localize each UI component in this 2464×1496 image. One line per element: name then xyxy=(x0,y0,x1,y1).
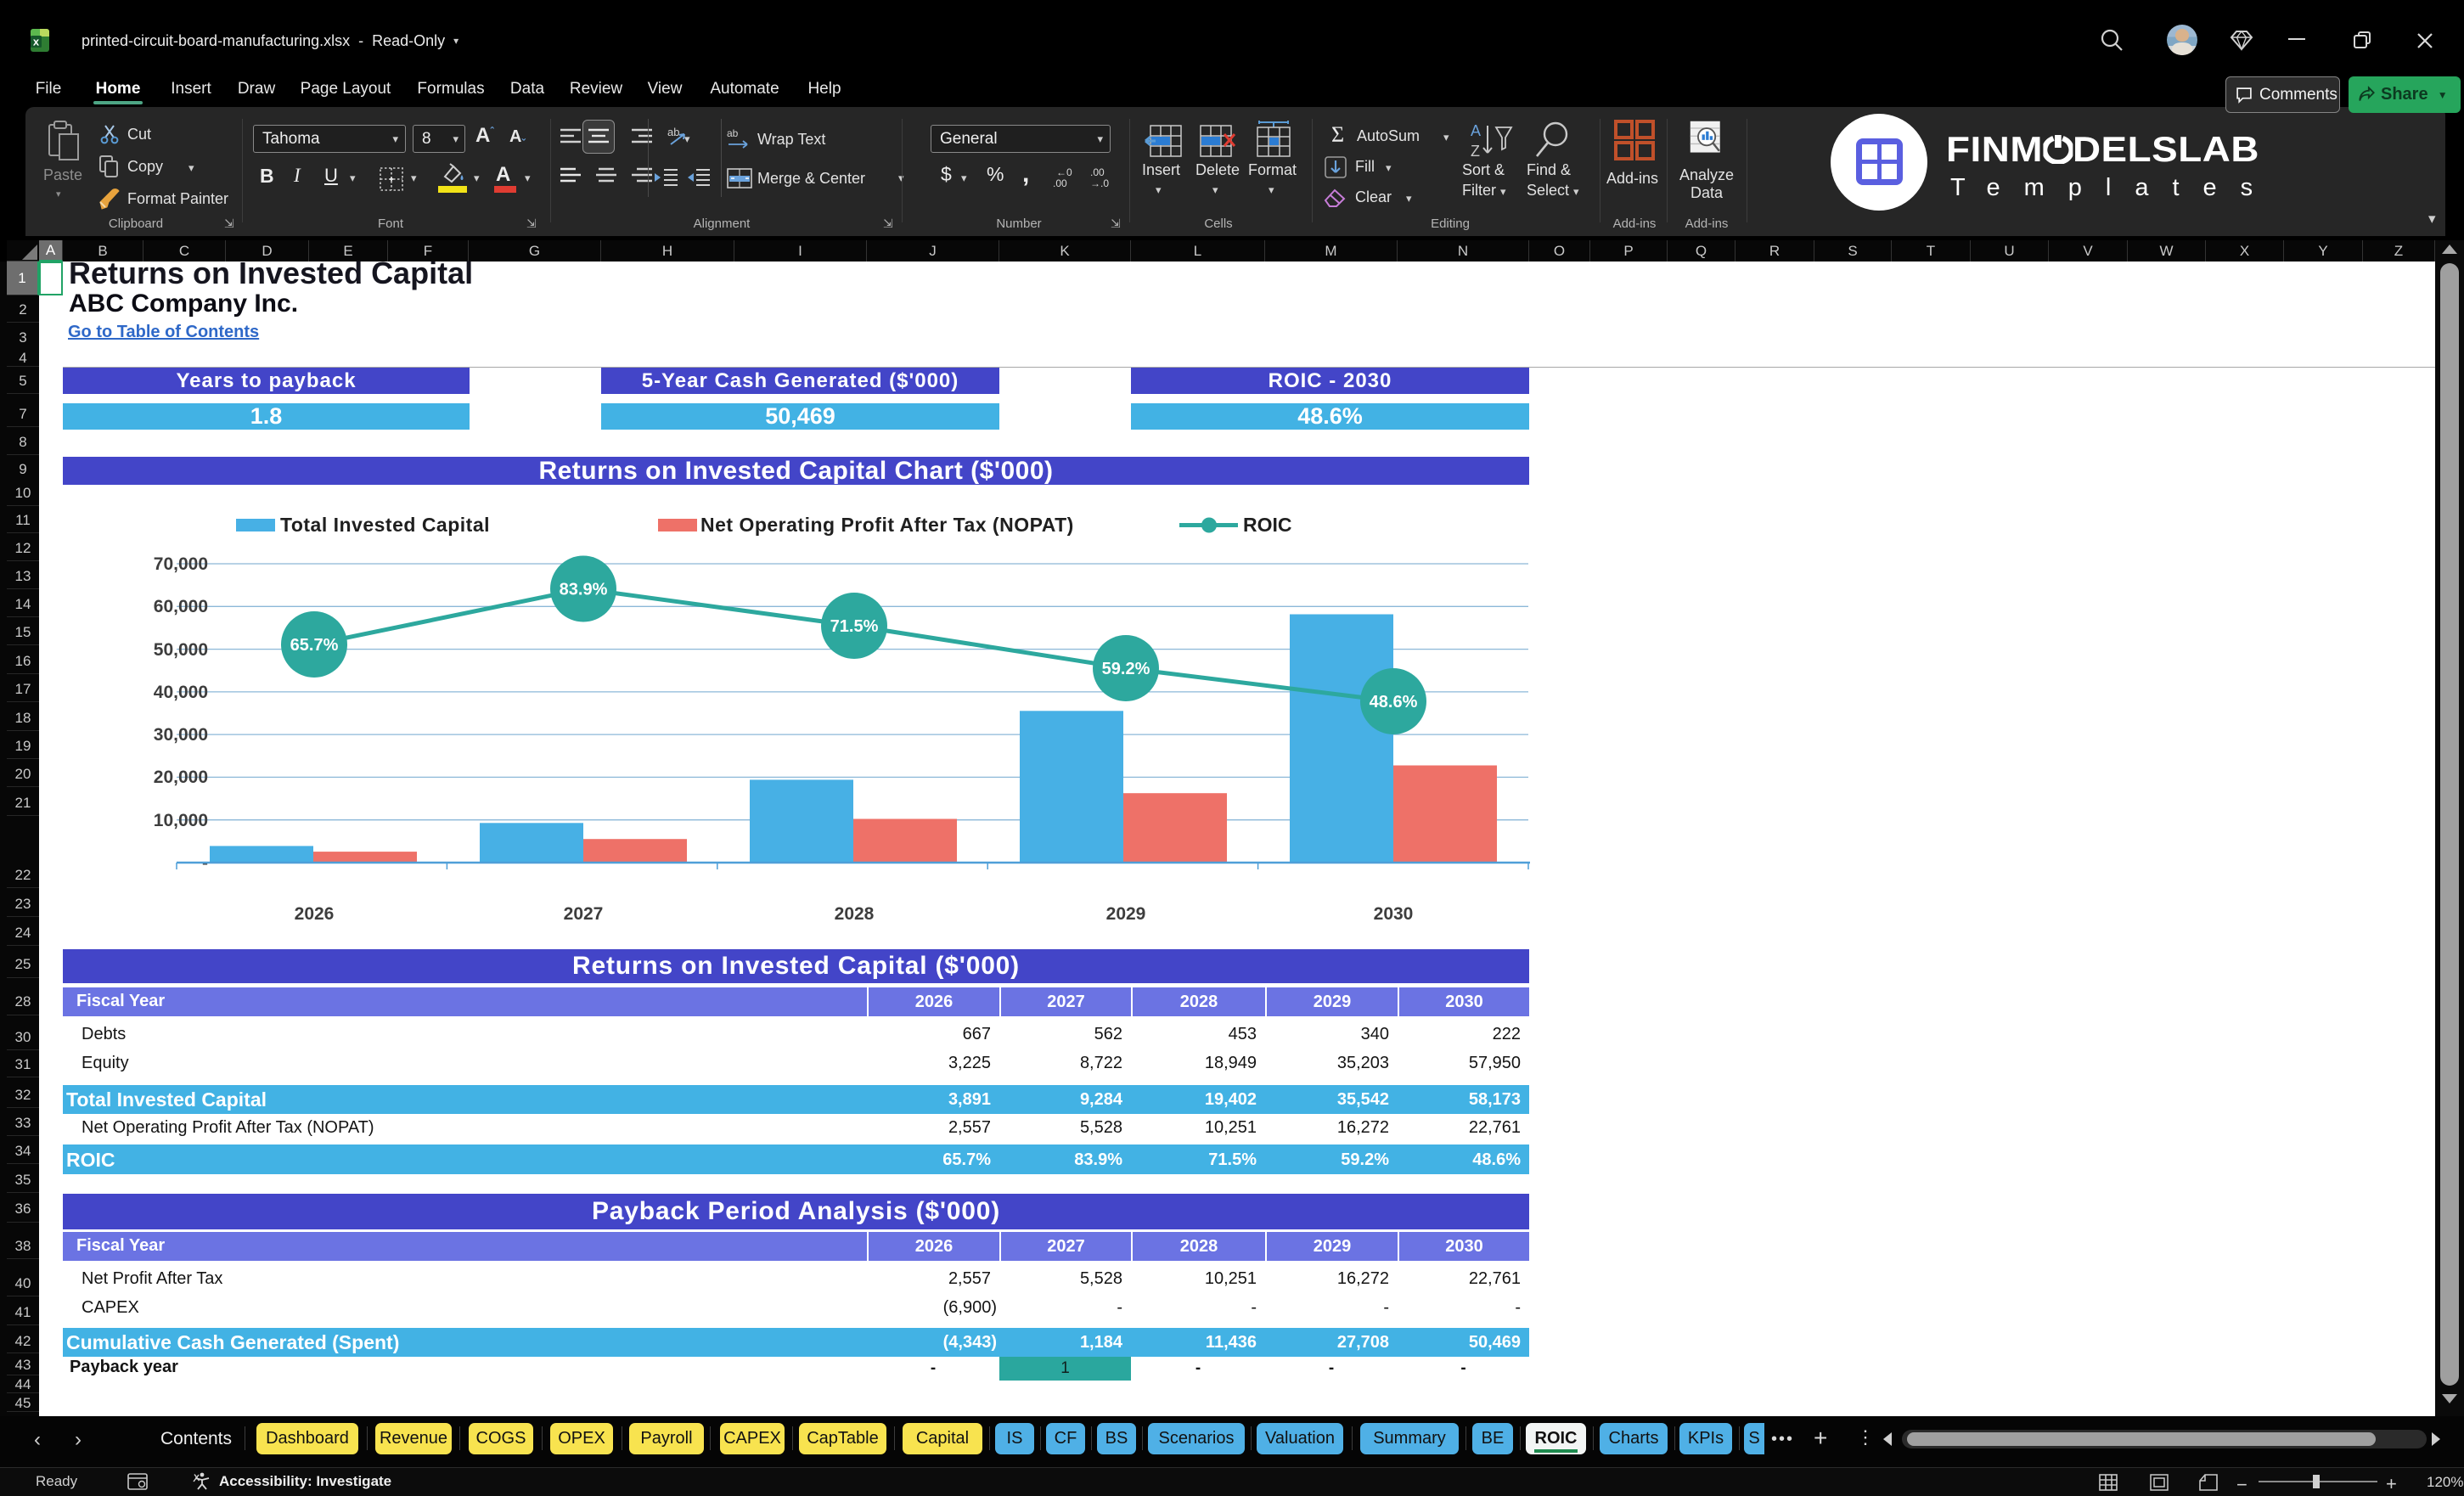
svg-text:65.7%: 65.7% xyxy=(290,636,339,655)
svg-text:30,000: 30,000 xyxy=(154,725,208,745)
svg-text:71.5%: 71.5% xyxy=(830,617,879,636)
svg-text:ab: ab xyxy=(727,127,739,139)
svg-text:59.2%: 59.2% xyxy=(1102,660,1150,678)
svg-text:x: x xyxy=(33,36,40,48)
svg-text:83.9%: 83.9% xyxy=(560,581,608,599)
svg-text:70,000: 70,000 xyxy=(154,554,208,574)
svg-text:40,000: 40,000 xyxy=(154,683,208,702)
svg-text:Net Operating Profit After Tax: Net Operating Profit After Tax (NOPAT) xyxy=(700,514,1074,536)
svg-text:10,000: 10,000 xyxy=(154,811,208,830)
svg-text:Z: Z xyxy=(1471,143,1480,160)
svg-text:2026: 2026 xyxy=(295,904,335,924)
svg-text:Total Invested Capital: Total Invested Capital xyxy=(280,514,490,536)
svg-text:60,000: 60,000 xyxy=(154,597,208,616)
svg-text:2029: 2029 xyxy=(1106,904,1146,924)
svg-text:50,000: 50,000 xyxy=(154,640,208,660)
svg-text:2030: 2030 xyxy=(1374,904,1414,924)
svg-text:A: A xyxy=(1471,122,1481,139)
svg-text:2027: 2027 xyxy=(564,904,604,924)
svg-text:←0: ←0 xyxy=(1056,166,1072,178)
svg-text:48.6%: 48.6% xyxy=(1370,693,1418,711)
svg-text:ab: ab xyxy=(667,126,679,138)
svg-text:→.0: →.0 xyxy=(1090,177,1109,188)
svg-text:20,000: 20,000 xyxy=(154,768,208,787)
svg-text:.00: .00 xyxy=(1090,166,1105,178)
svg-text:.00: .00 xyxy=(1053,177,1067,188)
svg-text:ROIC: ROIC xyxy=(1243,514,1292,536)
svg-text:2028: 2028 xyxy=(835,904,875,924)
